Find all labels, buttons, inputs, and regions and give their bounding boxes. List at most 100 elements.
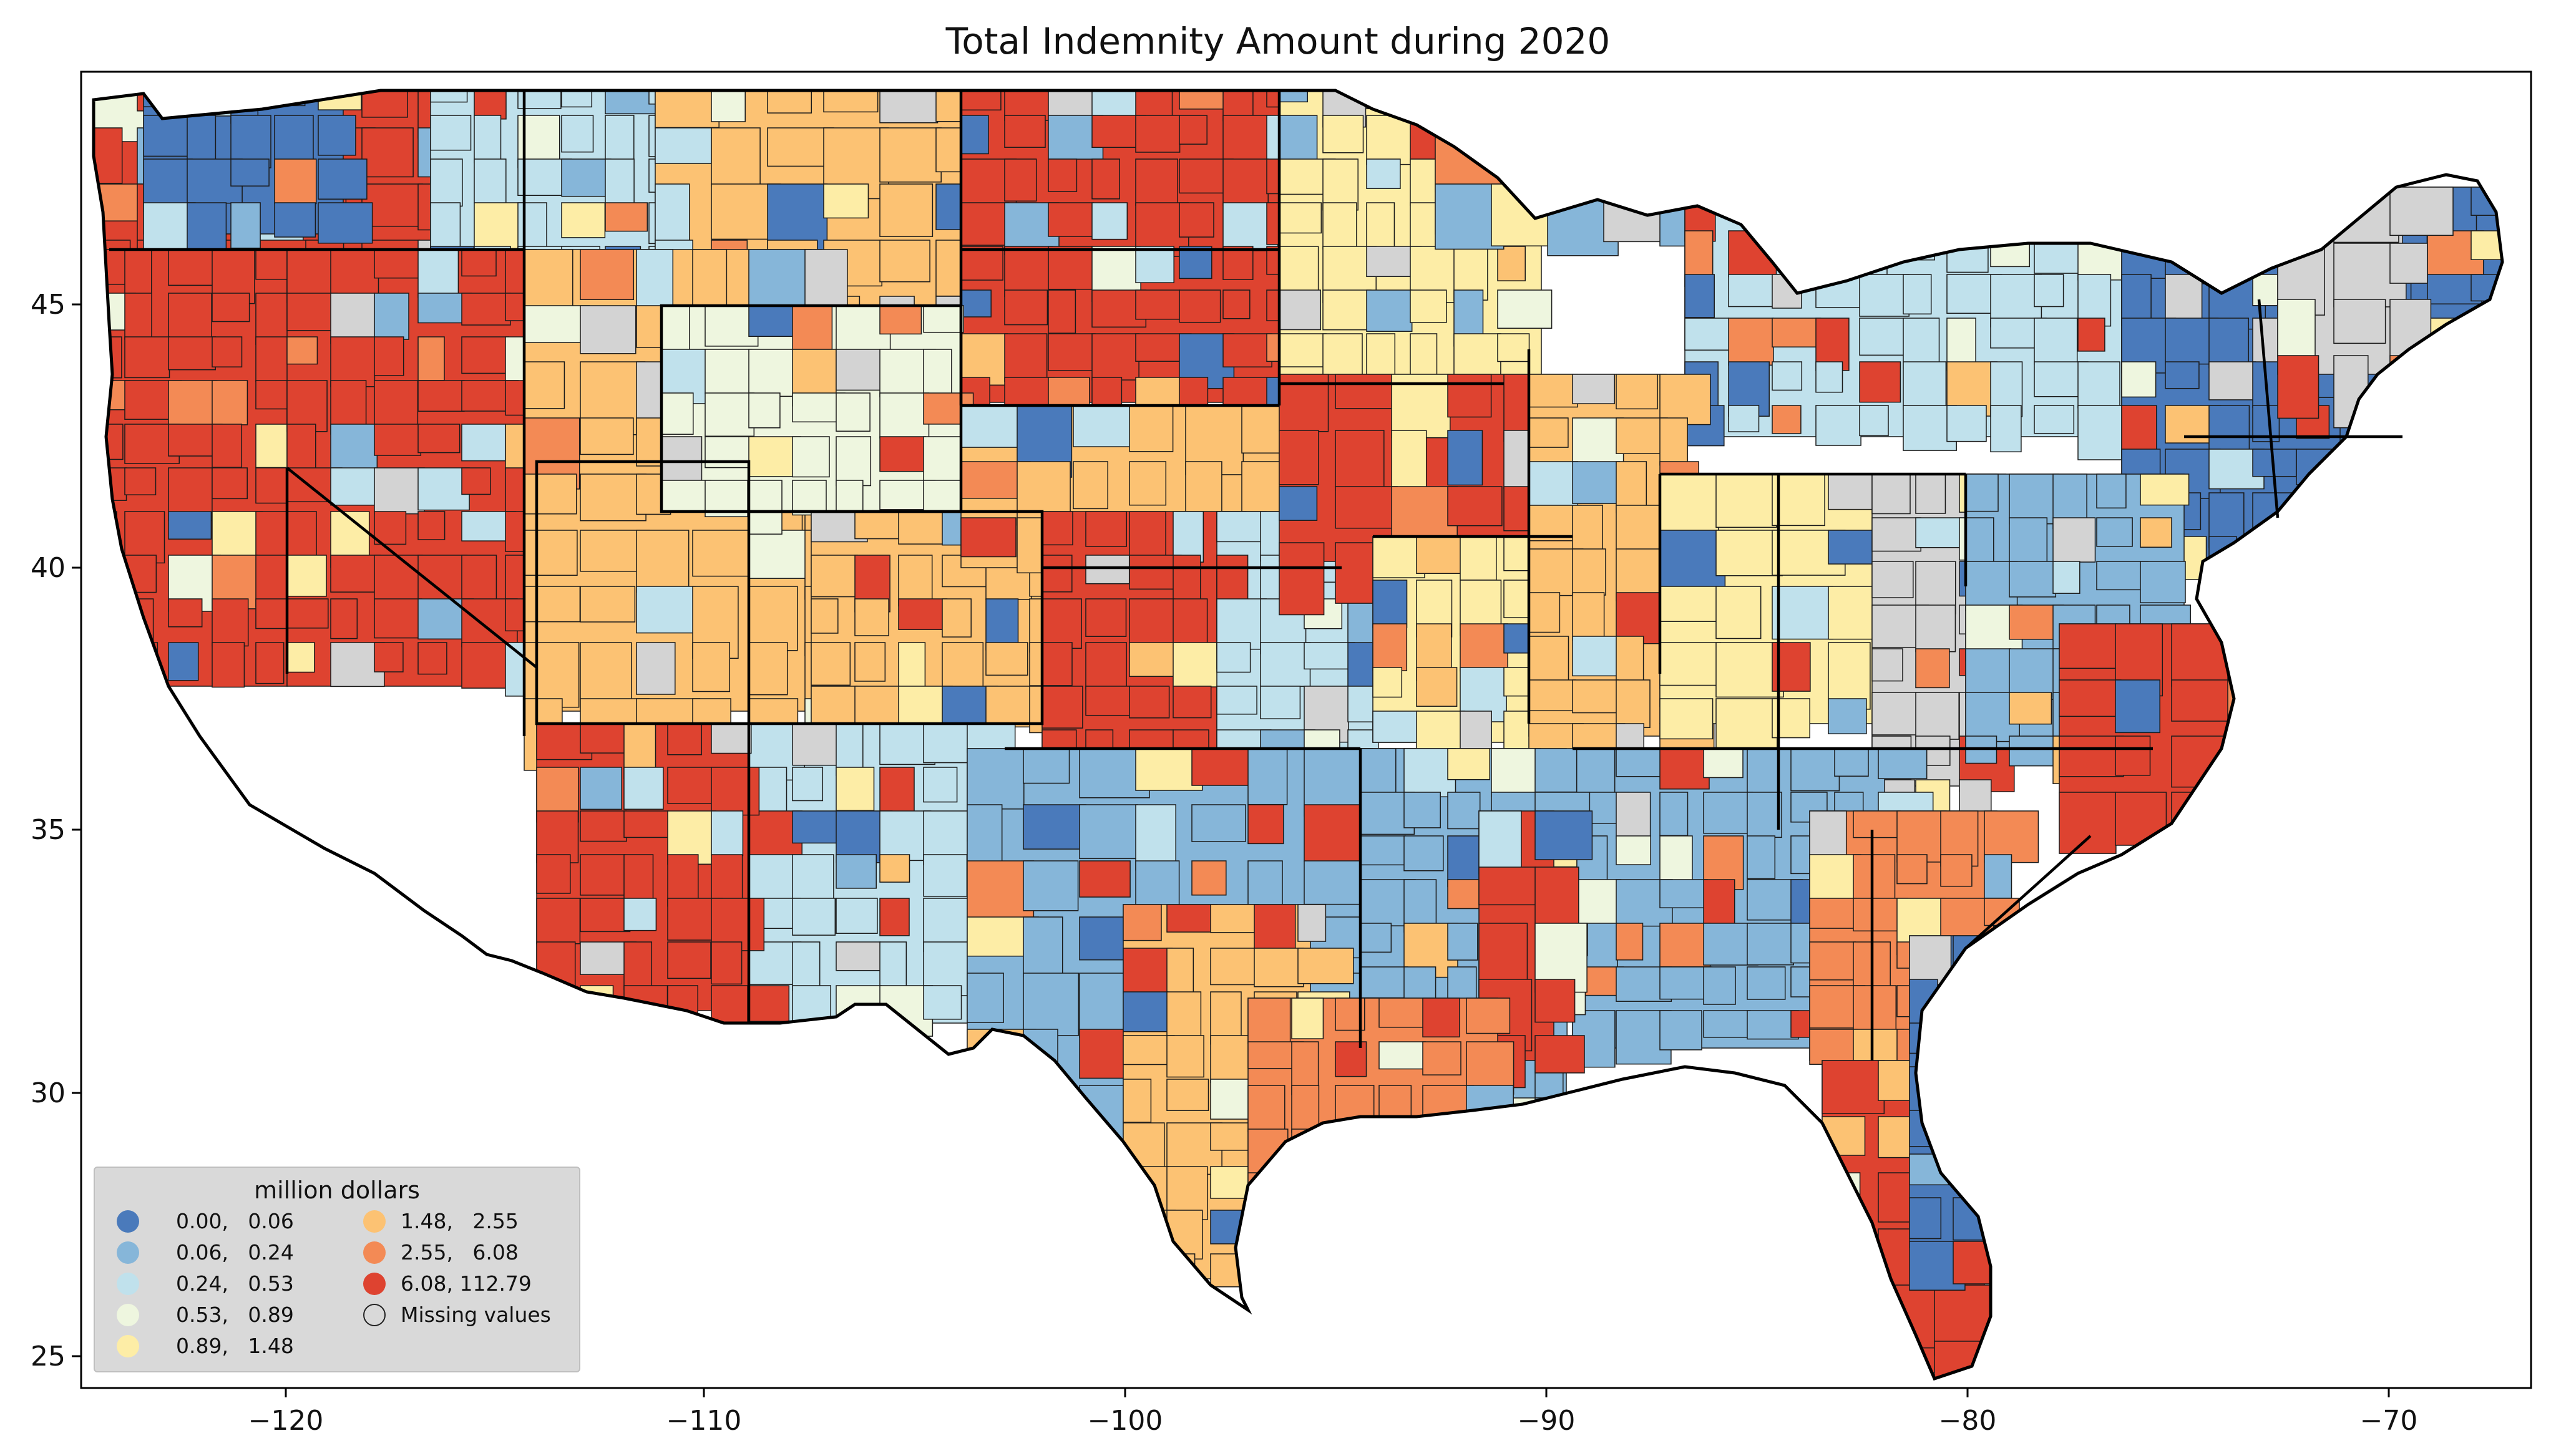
county-cell	[1946, 187, 1989, 238]
county-cell	[1497, 90, 1526, 115]
county-cell	[1659, 698, 1714, 740]
county-cell	[1079, 804, 1138, 860]
county-cell	[748, 392, 781, 429]
county-cell	[1435, 90, 1500, 128]
county-cell	[711, 941, 743, 985]
county-cell	[1940, 854, 1973, 887]
county-cell	[2515, 362, 2542, 418]
county-cell	[2140, 561, 2186, 603]
county-cell	[1291, 1172, 1328, 1218]
county-cell	[811, 686, 858, 724]
county-cell	[94, 598, 120, 643]
x-tick-label: −120	[248, 1405, 324, 1437]
county-cell	[1822, 1284, 1895, 1329]
county-cell	[1828, 698, 1867, 735]
county-cell	[2427, 318, 2484, 361]
county-cell	[461, 336, 509, 374]
county-cell	[330, 424, 378, 470]
county-cell	[2034, 318, 2078, 365]
county-cell	[1984, 810, 2039, 863]
county-cell	[1703, 879, 1735, 928]
county-cell	[1372, 580, 1408, 628]
county-cell	[417, 249, 459, 298]
county-cell	[1984, 1029, 2022, 1079]
county-cell	[374, 555, 423, 605]
county-cell	[1603, 127, 1650, 200]
county-cell	[2052, 561, 2080, 594]
county-cell	[2383, 405, 2416, 441]
county-cell	[2096, 473, 2127, 509]
county-cell	[286, 555, 327, 597]
county-cell	[212, 424, 243, 468]
county-cell	[1335, 486, 1398, 529]
county-cell	[1410, 289, 1447, 323]
county-cell	[1123, 1035, 1175, 1065]
county-cell	[1135, 115, 1181, 153]
county-cell	[2471, 449, 2502, 489]
county-cell	[879, 127, 942, 183]
county-cell	[1528, 679, 1576, 712]
county-cell	[94, 555, 124, 612]
county-cell	[1378, 1041, 1426, 1070]
county-cell	[667, 723, 703, 755]
county-cell	[692, 642, 731, 692]
county-cell	[318, 90, 362, 110]
county-cell	[1659, 642, 1722, 686]
county-cell	[985, 642, 1028, 676]
county-cell	[1984, 985, 2041, 1043]
county-cell	[1915, 604, 1956, 653]
county-cell	[1123, 1253, 1169, 1303]
county-cell	[1216, 686, 1257, 715]
county-cell	[374, 336, 404, 376]
county-cell	[1216, 642, 1251, 673]
county-cell	[1023, 860, 1079, 911]
county-cell	[1210, 1253, 1250, 1288]
county-cell	[2515, 493, 2554, 548]
county-cell	[1210, 1210, 1254, 1245]
county-cell	[2165, 361, 2200, 389]
county-cell	[705, 349, 753, 394]
county-cell	[374, 511, 407, 545]
county-cell	[94, 336, 122, 379]
county-cell	[711, 127, 761, 187]
county-cell	[967, 748, 1025, 810]
county-cell	[1304, 642, 1355, 670]
county-cell	[1366, 333, 1396, 381]
county-cell	[2515, 318, 2556, 357]
county-cell	[836, 392, 871, 432]
county-cell	[1859, 187, 1906, 219]
legend-swatch	[117, 1273, 139, 1295]
county-cell	[879, 305, 922, 335]
county-cell	[1871, 648, 1903, 682]
county-cell	[1322, 202, 1357, 250]
county-cell	[1048, 202, 1095, 237]
county-cell	[1085, 555, 1130, 585]
county-cell	[1210, 904, 1259, 933]
county-cell	[2059, 623, 2117, 669]
county-cell	[748, 305, 798, 337]
county-cell	[124, 511, 165, 564]
county-cell	[1297, 1253, 1334, 1310]
county-cell	[580, 854, 626, 896]
county-cell	[1023, 804, 1086, 850]
county-cell	[1166, 1079, 1209, 1111]
county-cell	[374, 424, 422, 456]
county-cell	[1360, 748, 1397, 796]
county-cell	[417, 467, 470, 511]
county-cell	[923, 723, 972, 764]
county-cell	[1335, 542, 1379, 604]
county-cell	[1878, 1060, 1934, 1101]
county-cell	[1965, 648, 2011, 700]
county-cell	[286, 642, 315, 673]
county-cell	[667, 941, 711, 979]
county-cell	[1091, 333, 1139, 381]
county-cell	[517, 202, 547, 250]
county-cell	[854, 511, 905, 540]
county-cell	[1747, 966, 1786, 1000]
county-cell	[1447, 430, 1483, 486]
county-cell	[623, 985, 668, 1032]
county-cell	[2515, 405, 2544, 441]
county-cell	[1828, 473, 1880, 510]
county-cell	[879, 436, 927, 472]
county-cell	[879, 392, 930, 439]
